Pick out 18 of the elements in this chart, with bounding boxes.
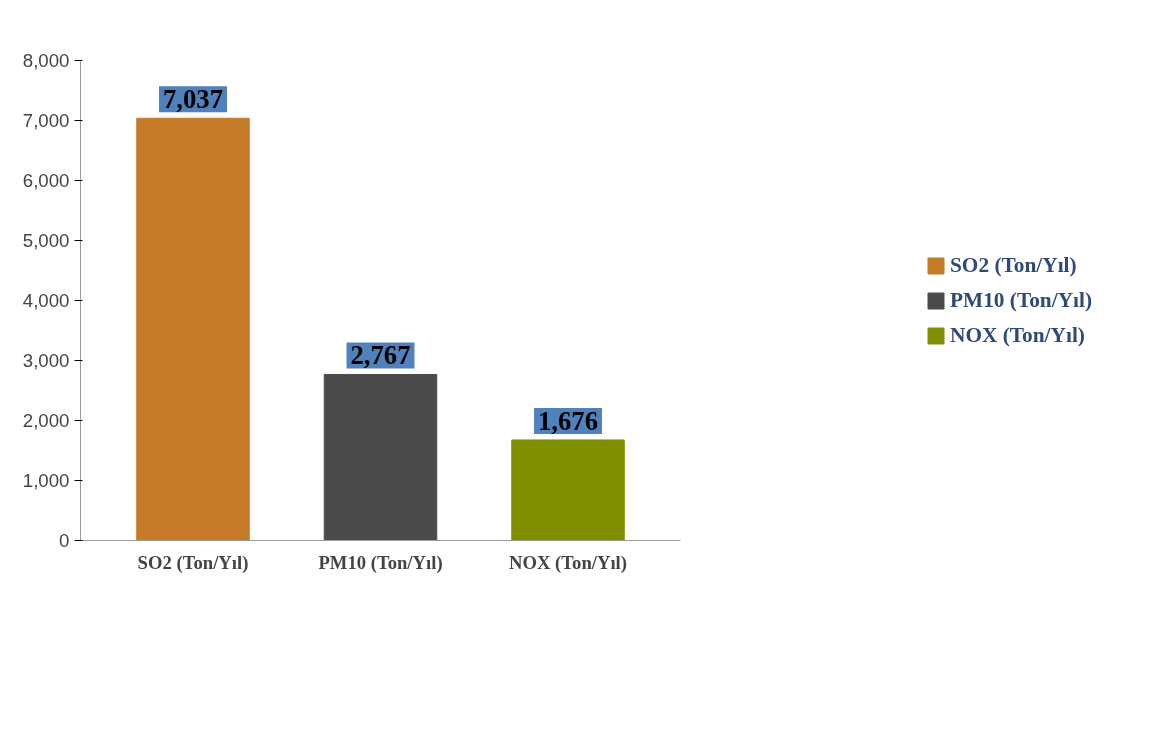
data-label: 1,676	[538, 405, 598, 436]
y-tick-label: 5,000	[22, 230, 70, 251]
legend-label: PM10 (Ton/Yıl)	[950, 287, 1092, 313]
x-tick-label: SO2 (Ton/Yıl)	[137, 551, 249, 574]
y-tick-label: 1,000	[22, 470, 70, 491]
data-label: 7,037	[163, 84, 223, 115]
y-tick-label: 4,000	[22, 290, 70, 311]
x-tick-label: NOX (Ton/Yıl)	[509, 551, 628, 574]
y-tick-label: 8,000	[22, 50, 70, 71]
y-tick-label: 0	[59, 530, 70, 551]
y-tick-label: 7,000	[22, 110, 70, 131]
y-tick-label: 6,000	[22, 170, 70, 191]
x-tick-label: PM10 (Ton/Yıl)	[318, 551, 443, 574]
y-tick-label: 3,000	[22, 350, 70, 371]
y-tick-label: 2,000	[22, 410, 70, 431]
data-label: 2,767	[350, 340, 411, 371]
legend-label: SO2 (Ton/Yıl)	[950, 252, 1077, 278]
legend-label: NOX (Ton/Yıl)	[950, 322, 1085, 348]
